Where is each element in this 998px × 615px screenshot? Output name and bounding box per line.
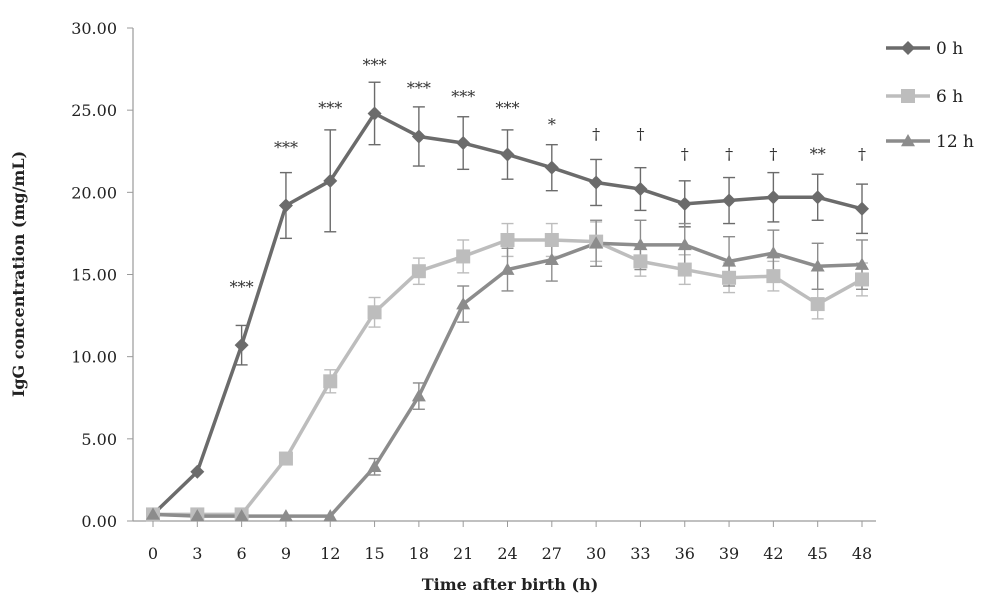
data-point-diamond bbox=[901, 41, 915, 55]
significance-label: † bbox=[681, 144, 689, 163]
x-tick-label: 33 bbox=[630, 544, 650, 563]
data-point-triangle bbox=[146, 507, 160, 520]
y-tick-label: 25.00 bbox=[71, 101, 117, 120]
data-point-triangle bbox=[323, 509, 338, 522]
x-tick-label: 3 bbox=[192, 544, 202, 563]
data-point-diamond bbox=[633, 182, 648, 197]
data-point-square bbox=[411, 264, 426, 279]
data-point-square bbox=[323, 374, 338, 389]
y-tick-label: 5.00 bbox=[81, 430, 117, 449]
significance-label: *** bbox=[451, 87, 475, 106]
markers-layer bbox=[146, 106, 869, 522]
y-axis-title: IgG concentration (mg/mL) bbox=[9, 151, 28, 397]
data-point-triangle bbox=[722, 254, 737, 267]
y-tick-label: 20.00 bbox=[71, 183, 117, 202]
significance-label: * bbox=[548, 115, 556, 134]
x-tick-label: 21 bbox=[453, 544, 473, 563]
data-point-square bbox=[722, 270, 737, 285]
x-tick-label: 27 bbox=[542, 544, 562, 563]
x-tick-label: 18 bbox=[409, 544, 429, 563]
y-tick-label: 30.00 bbox=[71, 19, 117, 38]
y-tick-label: 10.00 bbox=[71, 348, 117, 367]
legend: 0 h 6 h 12 h bbox=[886, 39, 974, 152]
x-axis-title: Time after birth (h) bbox=[422, 575, 599, 594]
data-point-triangle bbox=[234, 509, 249, 522]
data-point-square bbox=[367, 305, 382, 320]
x-tick-label: 42 bbox=[763, 544, 783, 563]
data-point-diamond bbox=[190, 464, 205, 479]
y-tick-label: 15.00 bbox=[71, 266, 117, 285]
data-point-square bbox=[677, 262, 692, 277]
data-point-triangle bbox=[633, 237, 648, 251]
data-point-triangle bbox=[456, 297, 471, 310]
data-point-square bbox=[456, 249, 471, 264]
data-point-diamond bbox=[589, 175, 604, 190]
x-tick-label: 36 bbox=[675, 544, 695, 563]
data-point-diamond bbox=[766, 190, 781, 205]
data-point-square bbox=[633, 254, 648, 269]
data-point-triangle bbox=[190, 509, 205, 522]
significance-label: *** bbox=[230, 278, 254, 297]
data-point-diamond bbox=[411, 129, 426, 144]
significance-label: † bbox=[769, 144, 777, 163]
data-point-square bbox=[901, 89, 915, 103]
x-tick-label: 6 bbox=[237, 544, 247, 563]
data-point-diamond bbox=[677, 196, 692, 211]
data-point-triangle bbox=[544, 252, 559, 265]
legend-label: 6 h bbox=[936, 87, 963, 107]
significance-label: *** bbox=[496, 98, 520, 117]
data-point-diamond bbox=[722, 193, 737, 208]
significance-label: † bbox=[592, 125, 600, 144]
data-point-triangle bbox=[589, 236, 604, 249]
annotations-layer: *************** *******† †† † † ** † bbox=[230, 56, 866, 297]
data-point-diamond bbox=[544, 160, 559, 175]
data-point-triangle bbox=[810, 259, 825, 272]
significance-label: ** bbox=[810, 144, 826, 163]
data-point-diamond bbox=[234, 338, 249, 353]
significance-label: † bbox=[858, 144, 866, 163]
data-point-triangle bbox=[411, 389, 426, 402]
x-tick-label: 9 bbox=[281, 544, 291, 563]
significance-label: † bbox=[725, 144, 733, 163]
y-tick-label: 0.00 bbox=[81, 512, 117, 531]
data-point-square bbox=[278, 451, 293, 466]
legend-label: 12 h bbox=[936, 132, 974, 152]
data-point-triangle bbox=[901, 134, 915, 147]
data-point-triangle bbox=[855, 257, 869, 270]
significance-label: *** bbox=[274, 138, 298, 157]
data-point-square bbox=[855, 272, 869, 287]
x-tick-label: 12 bbox=[320, 544, 340, 563]
data-point-square bbox=[810, 297, 825, 312]
x-tick-label: 45 bbox=[808, 544, 828, 563]
data-point-square bbox=[544, 232, 559, 247]
data-point-square bbox=[500, 232, 515, 247]
data-point-triangle bbox=[500, 262, 515, 275]
x-tick-labels: 0 3 6 9 12 15 18 21 24 27 30 33 36 39 42 45 48 bbox=[148, 521, 872, 563]
x-tick-label: 24 bbox=[497, 544, 517, 563]
data-point-diamond bbox=[367, 106, 382, 121]
data-point-triangle bbox=[677, 237, 692, 251]
data-point-square bbox=[766, 269, 781, 284]
x-tick-label: 48 bbox=[852, 544, 872, 563]
data-point-diamond bbox=[278, 198, 293, 213]
legend-label: 0 h bbox=[936, 39, 963, 59]
data-point-diamond bbox=[323, 173, 338, 188]
significance-label: *** bbox=[363, 56, 387, 75]
x-tick-label: 30 bbox=[586, 544, 606, 563]
significance-label: *** bbox=[318, 98, 342, 117]
significance-label: *** bbox=[407, 79, 431, 98]
x-tick-label: 39 bbox=[719, 544, 739, 563]
data-point-triangle bbox=[278, 509, 293, 522]
x-tick-label: 15 bbox=[364, 544, 384, 563]
data-point-diamond bbox=[500, 147, 515, 162]
significance-label: † bbox=[636, 125, 644, 144]
data-point-diamond bbox=[810, 190, 825, 205]
x-tick-label: 0 bbox=[148, 544, 158, 563]
data-point-triangle bbox=[367, 459, 382, 473]
y-tick-labels: 0.00 5.00 10.00 15.00 20.00 25.00 30.00 bbox=[71, 19, 133, 531]
data-point-diamond bbox=[855, 201, 869, 216]
data-point-triangle bbox=[766, 246, 781, 259]
data-point-diamond bbox=[456, 136, 471, 151]
